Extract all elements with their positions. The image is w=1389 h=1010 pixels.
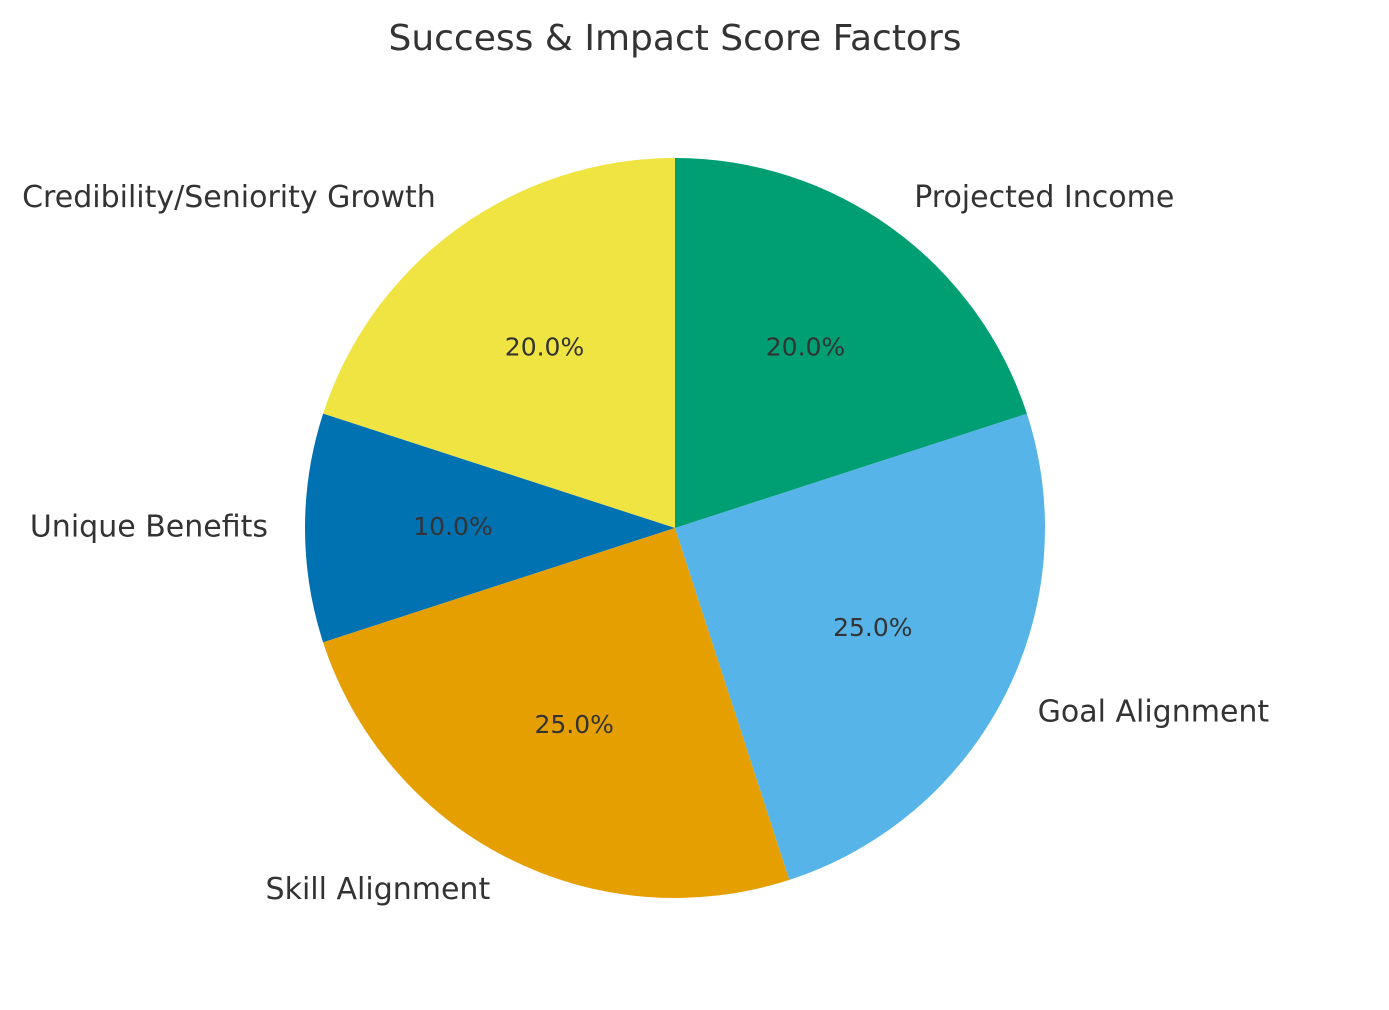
- slice-percent-credibility-seniority-growth: 20.0%: [505, 332, 584, 361]
- slice-percent-projected-income: 20.0%: [766, 332, 845, 361]
- slice-label-projected-income: Projected Income: [914, 180, 1174, 215]
- pie-labels: Credibility/Seniority Growth 20.0% Unique …: [22, 180, 1269, 907]
- slice-percent-unique-benefits: 10.0%: [413, 512, 492, 541]
- slice-label-credibility-seniority-growth: Credibility/Seniority Growth: [22, 180, 436, 215]
- pie-slices: [305, 157, 1045, 898]
- slice-label-unique-benefits: Unique Benefits: [30, 510, 268, 545]
- slice-percent-goal-alignment: 25.0%: [833, 613, 912, 642]
- chart-title: Success & Impact Score Factors: [388, 18, 961, 59]
- pie-slice-unique-benefits: [305, 413, 675, 643]
- pie-slice-credibility-seniority-growth: [323, 158, 675, 528]
- slice-label-goal-alignment: Goal Alignment: [1038, 694, 1270, 729]
- pie-slice-projected-income: [675, 157, 1027, 528]
- slice-percent-skill-alignment: 25.0%: [535, 710, 614, 739]
- pie-slice-goal-alignment: [675, 413, 1045, 880]
- slice-label-skill-alignment: Skill Alignment: [266, 872, 491, 907]
- pie-slice-skill-alignment: [323, 528, 790, 898]
